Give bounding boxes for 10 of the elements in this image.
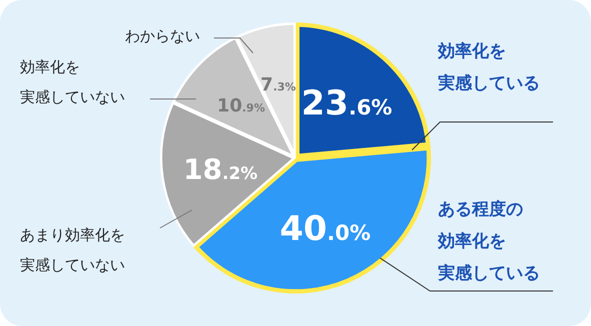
slice-label: 効率化を実感していない xyxy=(20,58,125,106)
data-label: 10.9% xyxy=(217,96,265,117)
slice-label: あまり効率化を実感していない xyxy=(20,226,125,274)
data-label: 40.0% xyxy=(280,209,371,250)
slice-label: 効率化を実感している xyxy=(437,41,540,94)
data-label: 18.2% xyxy=(183,153,258,186)
data-label: 7.3% xyxy=(260,74,296,96)
slice-label: わからない xyxy=(125,26,200,45)
slice-label: ある程度の効率化を実感している xyxy=(437,199,540,284)
data-label: 23.6% xyxy=(301,83,392,124)
